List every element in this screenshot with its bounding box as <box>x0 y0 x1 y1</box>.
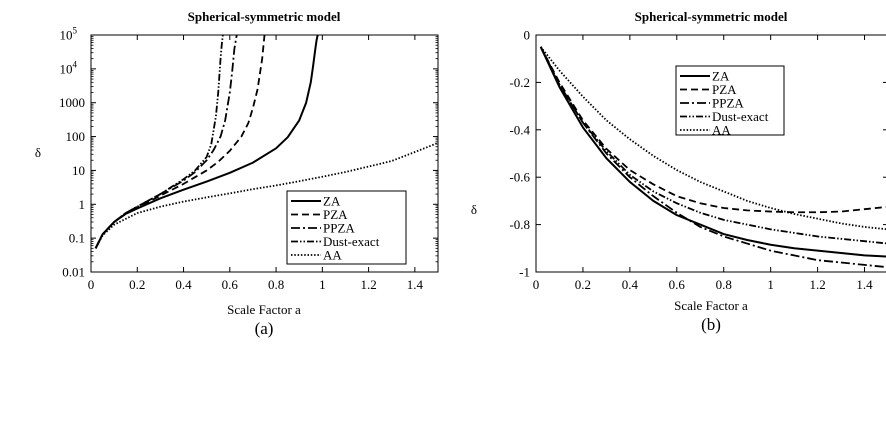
chart-b-ytick-label: 0 <box>524 28 531 43</box>
chart-b-title: Spherical-symmetric model <box>635 9 788 24</box>
chart-a-legend-label: PZA <box>323 207 348 222</box>
chart-a-ytick-label: 100 <box>66 129 86 144</box>
chart-a-ytick-label: 1000 <box>59 95 85 110</box>
chart-b-xtick-label: 1.4 <box>856 277 873 292</box>
chart-a-xtick-label: 1.2 <box>360 277 376 292</box>
chart-a-legend-label: Dust-exact <box>323 234 380 249</box>
chart-a-ytick-label: 0.1 <box>69 231 85 246</box>
chart-a-series-aa <box>94 142 438 249</box>
chart-a-title: Spherical-symmetric model <box>188 9 341 24</box>
chart-a-ytick-label: 1 <box>79 197 86 212</box>
chart-b-ytick-label: -0.2 <box>509 75 530 90</box>
chart-a-legend-label: PPZA <box>323 221 355 236</box>
chart-b-xlabel: Scale Factor a <box>674 298 748 313</box>
chart-a-xtick-label: 0.2 <box>129 277 145 292</box>
chart-a-ticks: 0 0.2 0.4 0.6 0.8 1 1.2 1.4 0.01 0.1 1 10 100 1000 104… <box>59 26 438 292</box>
chart-a-panel-label: (a) <box>255 319 274 338</box>
chart-b-xtick-label: 0.6 <box>669 277 686 292</box>
chart-b-legend-box <box>675 65 785 136</box>
chart-a-legend-box <box>286 190 407 265</box>
chart-b-ytick-label: -1 <box>519 265 530 280</box>
chart-b-series-za <box>539 46 886 258</box>
chart-panel-b: Spherical-symmetric model 0 0.2 0.4 0.6 0.8 1… <box>471 9 886 334</box>
chart-b-xtick-label: 0.8 <box>716 277 732 292</box>
chart-b-ytick-label: -0.4 <box>509 122 530 137</box>
chart-b-series <box>539 46 886 268</box>
chart-b-xtick-label: 0 <box>533 277 540 292</box>
chart-a-xlabel: Scale Factor a <box>227 302 301 317</box>
chart-a-xtick-label: 1.4 <box>407 277 424 292</box>
chart-b-ticks: 0 0.2 0.4 0.6 0.8 1 1.2 1.4 0 -0.2 -0.4 -0.6 -0.8 -1 <box>509 28 886 292</box>
chart-b-ytick-label: -0.8 <box>509 217 530 232</box>
chart-a-xtick-label: 0.6 <box>222 277 239 292</box>
chart-a-ytick-label: 0.01 <box>62 265 85 280</box>
chart-b-xtick-label: 0.2 <box>575 277 591 292</box>
chart-a-legend-label: ZA <box>323 194 341 209</box>
chart-a-ylabel: δ <box>35 145 41 160</box>
chart-b-series-pza <box>539 46 886 214</box>
chart-b-xtick-label: 1 <box>767 277 774 292</box>
chart-a-ytick-label: 10 <box>72 163 85 178</box>
chart-a-xtick-label: 1 <box>319 277 326 292</box>
chart-b-legend-label: ZA <box>712 69 730 84</box>
chart-b-panel-label: (b) <box>701 315 721 334</box>
chart-b-ylabel: δ <box>471 202 477 217</box>
chart-b-xtick-label: 0.4 <box>622 277 639 292</box>
chart-b-legend-label: PZA <box>712 82 737 97</box>
chart-b-series-aa <box>539 46 886 231</box>
chart-b-ytick-label: -0.6 <box>509 170 530 185</box>
chart-b-legend-label: AA <box>712 123 731 138</box>
chart-a-series <box>94 35 438 249</box>
chart-a-xtick-label: 0 <box>88 277 95 292</box>
chart-b-legend-label: Dust-exact <box>712 109 769 124</box>
chart-a-series-ppza <box>94 35 238 249</box>
chart-a-ytick-label: 105 <box>60 26 78 43</box>
chart-b-series-dust-exact <box>539 46 886 245</box>
chart-a-xtick-label: 0.8 <box>268 277 284 292</box>
chart-a-xtick-label: 0.4 <box>175 277 192 292</box>
chart-panel-a: Spherical-symmetric model 0 0.2 0.4 0.6 0.8 1… <box>35 9 439 338</box>
chart-b-legend-label: PPZA <box>712 96 744 111</box>
chart-b-xtick-label: 1.2 <box>809 277 825 292</box>
chart-a-legend-label: AA <box>323 248 342 263</box>
chart-a-ytick-label: 104 <box>60 59 78 76</box>
chart-a-series-dust-exact <box>94 35 224 249</box>
chart-b-frame <box>535 34 886 273</box>
